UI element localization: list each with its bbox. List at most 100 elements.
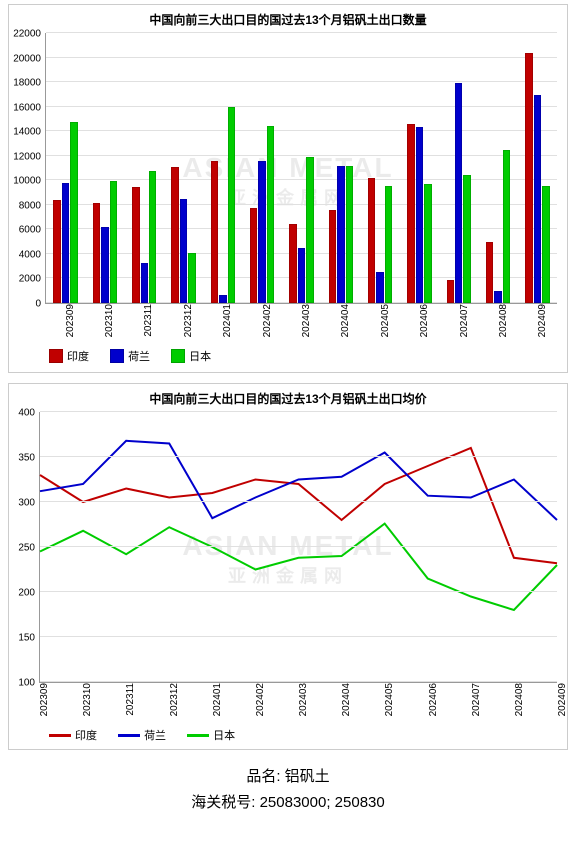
line-plot-container: [39, 412, 557, 683]
grid-line: [46, 130, 557, 131]
legend-label-netherlands: 荷兰: [144, 727, 166, 743]
x-label: 202404: [340, 304, 351, 337]
bar-india: [132, 187, 139, 303]
grid-line: [40, 546, 557, 547]
bar-netherlands: [376, 272, 383, 303]
swatch-india: [49, 349, 63, 363]
bar-india: [525, 53, 532, 303]
x-label: 202409: [557, 683, 568, 716]
x-label: 202401: [222, 304, 233, 337]
y-tick: 8000: [19, 200, 41, 211]
bar-india: [329, 210, 336, 303]
x-label: 202312: [183, 304, 194, 337]
bar-netherlands: [219, 295, 226, 303]
legend-item-india: 印度: [49, 348, 89, 364]
y-tick: 10000: [13, 176, 41, 187]
x-label: 202311: [143, 304, 154, 337]
bar-netherlands: [455, 83, 462, 303]
swatch-line-india: [49, 734, 71, 737]
bar-japan: [267, 126, 274, 304]
bar-japan: [463, 175, 470, 303]
grid-line: [40, 456, 557, 457]
bar-group: [132, 171, 156, 303]
bar-legend: 印度 荷兰 日本: [9, 346, 567, 372]
x-label: 202310: [104, 304, 115, 337]
swatch-line-netherlands: [118, 734, 140, 737]
bar-group: [289, 157, 313, 303]
bar-group: [368, 178, 392, 303]
legend-item-japan: 日本: [171, 348, 211, 364]
swatch-japan: [171, 349, 185, 363]
grid-line: [46, 155, 557, 156]
bar-japan: [346, 166, 353, 303]
bar-india: [53, 200, 60, 303]
bar-japan: [503, 150, 510, 303]
product-value: 铝矾土: [285, 768, 330, 785]
bar-india: [289, 224, 296, 303]
bar-netherlands: [258, 161, 265, 303]
x-label: 202409: [537, 304, 548, 337]
bar-india: [250, 208, 257, 303]
line-japan: [40, 524, 557, 610]
line-legend: 印度 荷兰 日本: [9, 725, 567, 749]
bar-netherlands: [141, 263, 148, 303]
bar-japan: [542, 186, 549, 303]
bar-india: [368, 178, 375, 303]
swatch-netherlands: [110, 349, 124, 363]
legend-label-japan: 日本: [213, 727, 235, 743]
bar-group: [171, 167, 195, 303]
bar-india: [171, 167, 178, 303]
bar-group: [525, 53, 549, 303]
bar-japan: [70, 122, 77, 303]
bar-japan: [110, 181, 117, 303]
bar-netherlands: [180, 199, 187, 303]
legend-item-netherlands: 荷兰: [110, 348, 150, 364]
x-label: 202408: [498, 304, 509, 337]
grid-line: [46, 81, 557, 82]
bar-chart-panel: 中国向前三大出口目的国过去13个月铝矾土出口数量 ASIAN METAL 亚洲金…: [8, 4, 568, 373]
grid-line: [46, 32, 557, 33]
legend-label-japan: 日本: [189, 348, 211, 364]
grid-line: [40, 591, 557, 592]
bar-netherlands: [298, 248, 305, 303]
y-tick: 300: [18, 498, 35, 509]
x-label: 202402: [255, 683, 266, 716]
bar-netherlands: [494, 291, 501, 303]
y-tick: 350: [18, 453, 35, 464]
bar-group: [407, 124, 431, 303]
grid-line: [40, 411, 557, 412]
x-label: 202403: [298, 683, 309, 716]
grid-line: [40, 636, 557, 637]
bar-netherlands: [416, 127, 423, 303]
legend-item-india: 印度: [49, 727, 97, 743]
bar-group: [53, 122, 77, 303]
bar-japan: [228, 107, 235, 303]
x-label: 202403: [301, 304, 312, 337]
bar-group: [211, 107, 235, 303]
legend-item-netherlands: 荷兰: [118, 727, 166, 743]
bar-japan: [149, 171, 156, 303]
bar-plot-area: 0200040006000800010000120001400016000180…: [45, 34, 557, 304]
x-label: 202406: [419, 304, 430, 337]
swatch-line-japan: [187, 734, 209, 737]
y-tick: 14000: [13, 127, 41, 138]
bar-india: [486, 242, 493, 303]
product-line: 品名: 铝矾土: [0, 764, 576, 790]
bar-india: [407, 124, 414, 303]
bar-group: [486, 150, 510, 303]
grid-line: [46, 106, 557, 107]
bar-group: [447, 83, 471, 303]
y-tick: 20000: [13, 53, 41, 64]
y-tick: 250: [18, 543, 35, 554]
x-label: 202405: [380, 304, 391, 337]
x-label: 202312: [169, 683, 180, 716]
line-plot-area: 100150200250300350400: [39, 413, 557, 683]
x-label: 202309: [65, 304, 76, 337]
bar-japan: [188, 253, 195, 303]
y-tick: 2000: [19, 274, 41, 285]
bars-container: [45, 33, 557, 304]
y-tick: 200: [18, 588, 35, 599]
x-label: 202406: [428, 683, 439, 716]
y-tick: 0: [35, 299, 41, 310]
y-tick: 400: [18, 408, 35, 419]
